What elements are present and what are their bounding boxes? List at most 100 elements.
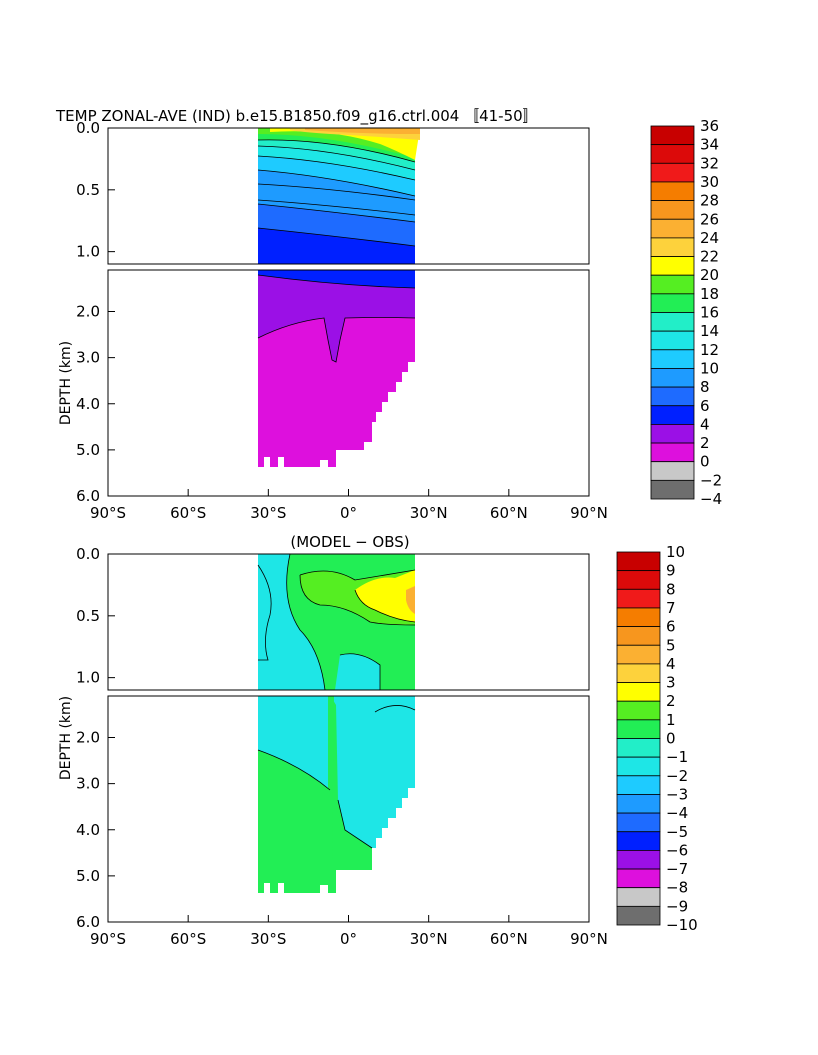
- y-tick-label: 0.5: [76, 607, 100, 625]
- bottom-upper-panel: [257, 554, 416, 690]
- colorbar-label: −8: [666, 879, 688, 897]
- colorbar-label: 26: [700, 210, 719, 228]
- colorbar-swatch: [616, 644, 661, 665]
- colorbar-swatch: [650, 405, 695, 425]
- colorbar-label: 16: [700, 304, 719, 322]
- colorbar-swatch: [650, 386, 695, 407]
- colorbar-label: −7: [666, 860, 688, 878]
- colorbar-label: 12: [700, 341, 719, 359]
- colorbar-label: 10: [700, 359, 719, 377]
- colorbar-label: −1: [666, 748, 688, 766]
- y-tick-label: 0.0: [76, 119, 100, 137]
- colorbar-label: 22: [700, 248, 719, 266]
- colorbar-label: 2: [700, 434, 710, 452]
- colorbar-swatch: [650, 125, 695, 146]
- top-fill-4-6: [258, 270, 415, 288]
- x-tick-label: 60°S: [170, 930, 206, 948]
- y-tick-label: 0.0: [76, 545, 100, 563]
- colorbar-label: 6: [700, 397, 710, 415]
- colorbar-label: 20: [700, 266, 719, 284]
- colorbar-swatch: [650, 349, 695, 369]
- colorbar-swatch: [616, 775, 661, 795]
- bottom-fill-0-1-deep: [258, 700, 372, 893]
- y-tick-label: 6.0: [76, 487, 100, 505]
- y-tick-label: 5.0: [76, 441, 100, 459]
- chart-top: TEMP ZONAL-AVE (IND) b.e15.B1850.f09_g16…: [55, 107, 722, 522]
- y-tick-label: 2.0: [76, 729, 100, 747]
- bottom-axes: 90°S 60°S 30°S 0° 30°N 60°N 90°N 0.0 0.5 1.0 2.0 3.…: [76, 545, 608, 948]
- x-tick-label: 30°N: [410, 930, 448, 948]
- top-contour: [257, 155, 416, 181]
- bottom-contour: [299, 574, 416, 626]
- colorbar-label: −4: [666, 804, 688, 822]
- top-contour: [257, 203, 416, 223]
- bottom-fill-3-4: [406, 586, 415, 614]
- colorbar-swatch: [650, 479, 695, 500]
- colorbar-swatch: [650, 237, 695, 257]
- colorbar-swatch: [650, 181, 695, 201]
- colorbar-label: 14: [700, 322, 719, 340]
- colorbar-swatch: [650, 218, 695, 239]
- x-tick-label: 0°: [340, 930, 357, 948]
- colorbar-label: 9: [666, 562, 676, 580]
- colorbar-swatch: [616, 588, 661, 609]
- top-upper-panel: [257, 128, 420, 264]
- colorbar-swatch: [650, 368, 695, 388]
- colorbar-swatch: [650, 330, 695, 351]
- bottom-contour: [257, 749, 331, 791]
- top-lower-panel: [257, 270, 416, 467]
- y-tick-label: 4.0: [76, 821, 100, 839]
- x-tick-label: 90°S: [90, 930, 126, 948]
- x-tick-label: 60°S: [170, 504, 206, 522]
- colorbar-swatch: [616, 831, 661, 851]
- colorbar-label: 36: [700, 117, 719, 135]
- colorbar-label: −3: [666, 785, 688, 803]
- colorbar-swatch: [616, 756, 661, 777]
- x-tick-label: 90°S: [90, 504, 126, 522]
- top-contour: [257, 169, 416, 197]
- colorbar-label: 34: [700, 136, 719, 154]
- colorbar-label: 3: [666, 674, 676, 692]
- top-fill-26-28: [305, 128, 420, 134]
- chart-top-title: TEMP ZONAL-AVE (IND) b.e15.B1850.f09_g16…: [55, 107, 538, 126]
- top-axes: 90°S 60°S 30°S 0° 30°N 60°N 90°N 0.0 0.5 1.0 2.0 3.…: [76, 119, 608, 522]
- x-tick-label: 90°N: [570, 504, 608, 522]
- colorbar-swatch: [650, 312, 695, 332]
- colorbar-swatch: [650, 200, 695, 220]
- y-tick-label: 6.0: [76, 913, 100, 931]
- colorbar-swatch: [616, 607, 661, 628]
- bottom-contour: [339, 653, 381, 690]
- y-tick-label: 4.0: [76, 395, 100, 413]
- colorbar-label: 24: [700, 229, 719, 247]
- colorbar-swatch: [616, 663, 661, 683]
- colorbar-label: 8: [666, 580, 676, 598]
- bottom-fill-0-1-column: [328, 696, 334, 860]
- colorbar-swatch: [616, 868, 661, 889]
- bottom-contour: [354, 589, 416, 623]
- colorbar-swatch: [616, 682, 661, 702]
- top-fill-2-4: [258, 270, 415, 362]
- colorbar-label: −9: [666, 897, 688, 915]
- y-tick-label: 2.0: [76, 303, 100, 321]
- colorbar-label: 6: [666, 618, 676, 636]
- colorbar-swatch: [616, 738, 661, 758]
- bottom-upper-frame: [107, 553, 590, 691]
- colorbar-swatch: [616, 887, 661, 907]
- top-ylabel: DEPTH (km): [58, 341, 74, 425]
- colorbar-label: 2: [666, 692, 676, 710]
- colorbar-label: −4: [700, 490, 722, 508]
- top-contour: [257, 145, 416, 171]
- colorbar-label: −2: [666, 767, 688, 785]
- colorbar-label: −6: [666, 841, 688, 859]
- colorbar-swatch: [650, 144, 695, 164]
- colorbar-swatch: [650, 442, 695, 463]
- bottom-fill-2-3: [355, 570, 415, 622]
- y-tick-label: 1.0: [76, 243, 100, 261]
- top-contour: [257, 139, 416, 163]
- x-tick-label: 90°N: [570, 930, 608, 948]
- colorbar-swatch: [650, 162, 695, 183]
- colorbar-label: 1: [666, 711, 676, 729]
- bottom-contour: [257, 564, 272, 661]
- x-tick-label: 30°S: [250, 930, 286, 948]
